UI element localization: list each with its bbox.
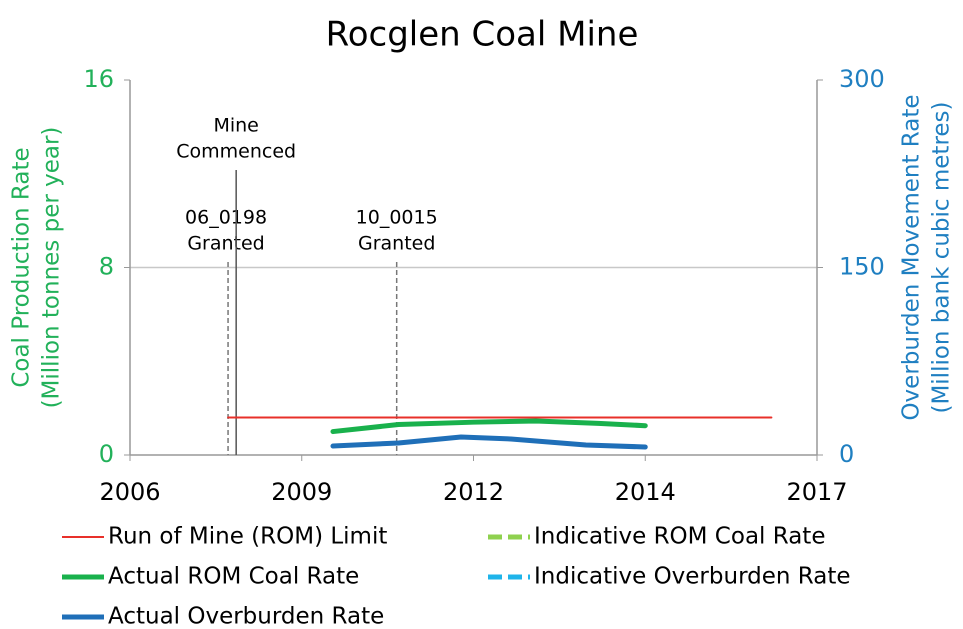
- annotation-label: Granted: [187, 233, 264, 255]
- x-tick-label: 2017: [786, 478, 847, 506]
- y-axis-title: Coal Production Rate: [9, 147, 35, 387]
- legend-label: Actual Overburden Rate: [108, 604, 384, 629]
- x-tick-label: 2006: [99, 478, 160, 506]
- legend-label: Actual ROM Coal Rate: [108, 564, 359, 590]
- y-tick-label: 8: [99, 253, 114, 281]
- x-tick-label: 2012: [443, 478, 504, 506]
- series-line: [330, 434, 648, 450]
- y2-tick-label: 0: [839, 440, 854, 468]
- y2-axis-title: Overburden Movement Rate: [899, 94, 925, 420]
- annotation-label: Commenced: [176, 141, 296, 163]
- y-axis-title: (Million tonnes per year): [39, 127, 65, 409]
- x-tick-label: 2009: [271, 478, 332, 506]
- legend-label: Run of Mine (ROM) Limit: [108, 524, 387, 550]
- y2-axis-title: (Million bank cubic metres): [929, 101, 955, 413]
- y-tick-label: 0: [99, 440, 114, 468]
- x-tick-label: 2014: [615, 478, 676, 506]
- annotation-label: Granted: [358, 233, 435, 255]
- y-tick-label: 16: [83, 65, 114, 93]
- legend-label: Indicative Overburden Rate: [534, 564, 851, 590]
- annotation-label: 10_0015: [356, 207, 438, 229]
- annotation-label: Mine: [213, 115, 258, 137]
- legend-label: Indicative ROM Coal Rate: [534, 524, 825, 550]
- y2-tick-label: 300: [839, 65, 885, 93]
- series-line: [330, 418, 648, 435]
- chart-title: Rocglen Coal Mine: [326, 15, 639, 55]
- y2-tick-label: 150: [839, 253, 885, 281]
- annotation-label: 06_0198: [185, 207, 267, 229]
